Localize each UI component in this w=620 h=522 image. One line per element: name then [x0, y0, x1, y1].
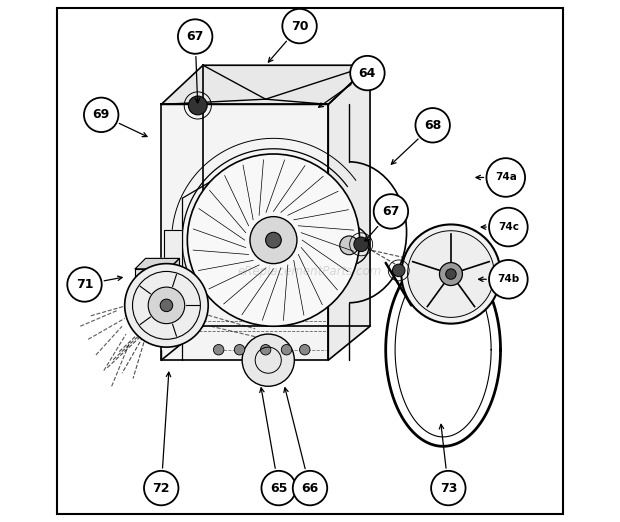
Text: 70: 70 — [291, 20, 308, 32]
Circle shape — [234, 345, 245, 355]
Circle shape — [262, 471, 296, 505]
Polygon shape — [161, 65, 370, 104]
Text: 73: 73 — [440, 482, 457, 494]
Circle shape — [187, 154, 360, 326]
Circle shape — [401, 224, 500, 324]
Text: 68: 68 — [424, 119, 441, 132]
Circle shape — [431, 471, 466, 505]
Circle shape — [374, 194, 408, 229]
Circle shape — [265, 232, 281, 248]
Circle shape — [340, 236, 358, 255]
Polygon shape — [135, 269, 169, 298]
Polygon shape — [169, 258, 180, 298]
Polygon shape — [164, 230, 182, 298]
Text: 74a: 74a — [495, 172, 516, 183]
Circle shape — [440, 263, 463, 286]
Text: 71: 71 — [76, 278, 93, 291]
Circle shape — [242, 334, 294, 386]
Circle shape — [68, 267, 102, 302]
Circle shape — [178, 19, 213, 54]
Circle shape — [84, 98, 118, 132]
Circle shape — [446, 269, 456, 279]
Text: 67: 67 — [382, 205, 400, 218]
Circle shape — [299, 345, 310, 355]
Circle shape — [148, 287, 185, 324]
Text: 69: 69 — [92, 109, 110, 121]
Text: 67: 67 — [187, 30, 204, 43]
Circle shape — [293, 471, 327, 505]
Circle shape — [160, 299, 173, 312]
Circle shape — [250, 217, 297, 264]
Text: 72: 72 — [153, 482, 170, 494]
Text: 74b: 74b — [497, 274, 520, 284]
Text: 65: 65 — [270, 482, 287, 494]
Polygon shape — [135, 258, 180, 269]
Circle shape — [125, 264, 208, 347]
Text: eReplacementParts.com: eReplacementParts.com — [238, 265, 382, 278]
Circle shape — [188, 96, 207, 115]
Circle shape — [282, 9, 317, 43]
Circle shape — [260, 345, 271, 355]
Circle shape — [213, 345, 224, 355]
Circle shape — [489, 260, 528, 299]
Circle shape — [281, 345, 292, 355]
Text: 74c: 74c — [498, 222, 519, 232]
Circle shape — [392, 264, 405, 277]
Text: 66: 66 — [301, 482, 319, 494]
Polygon shape — [161, 104, 328, 360]
Circle shape — [489, 208, 528, 246]
Circle shape — [487, 158, 525, 197]
Polygon shape — [328, 65, 370, 360]
Circle shape — [354, 237, 368, 252]
Circle shape — [144, 471, 179, 505]
Circle shape — [350, 56, 384, 90]
Text: 64: 64 — [359, 67, 376, 79]
Circle shape — [329, 226, 369, 265]
Circle shape — [407, 231, 494, 317]
Circle shape — [415, 108, 450, 143]
